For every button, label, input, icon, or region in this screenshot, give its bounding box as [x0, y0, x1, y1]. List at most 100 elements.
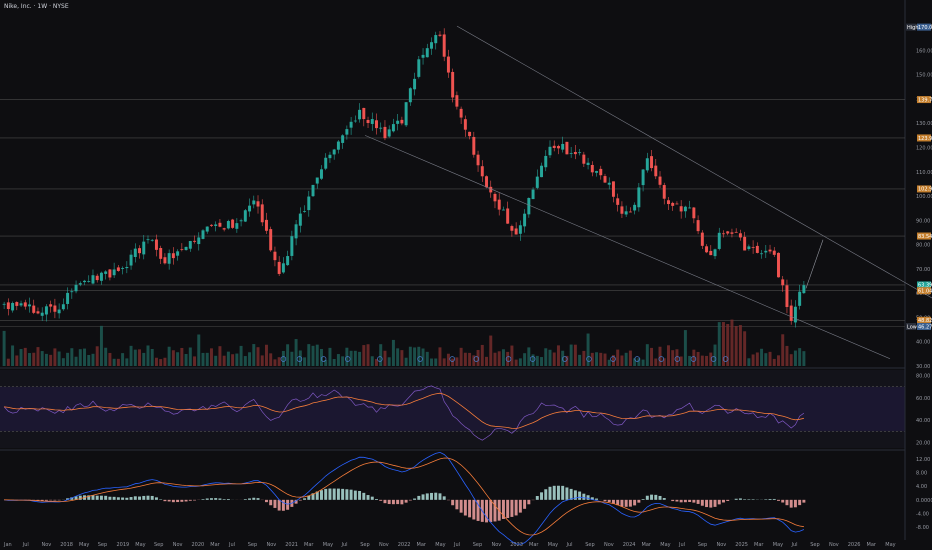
macd-histogram-bar: [463, 499, 467, 516]
volume-bar: [514, 359, 518, 366]
candle-body: [180, 249, 184, 250]
candle-body: [341, 135, 345, 143]
macd-histogram-bar: [362, 492, 366, 500]
macd-histogram-bar: [514, 499, 518, 516]
time-tick-label: Mar: [867, 542, 877, 548]
volume-bar: [569, 344, 573, 366]
candle-body: [637, 187, 641, 208]
macd-histogram-bar: [777, 499, 780, 501]
volume-bar: [590, 352, 594, 366]
candle-body: [590, 164, 594, 173]
macd-tick-label: -4.00: [916, 512, 929, 518]
macd-histogram-bar: [603, 499, 607, 502]
volume-bar: [349, 350, 353, 366]
earnings-marker: [658, 356, 665, 362]
macd-histogram-bar: [226, 499, 230, 500]
macd-histogram-bar: [459, 499, 463, 513]
macd-histogram-bar: [336, 488, 340, 500]
candle-body: [159, 247, 163, 259]
candle-body: [603, 176, 607, 183]
volume-bar: [336, 354, 340, 366]
volume-bar: [70, 348, 74, 366]
macd-histogram-bar: [248, 498, 252, 500]
candle-body: [654, 165, 658, 177]
volume-bar: [637, 358, 641, 366]
macd-histogram-bar: [722, 499, 725, 503]
candle-body: [248, 205, 252, 212]
candle-body: [417, 59, 421, 77]
macd-histogram-bar: [214, 498, 218, 500]
volume-bar: [341, 356, 345, 366]
signal-line: [4, 457, 804, 536]
candle-body: [455, 95, 459, 107]
candle-body: [379, 127, 383, 129]
time-tick-label: Jul: [228, 542, 235, 548]
candle-body: [256, 201, 260, 207]
macd-tick-label: -8.00: [916, 525, 929, 531]
macd-histogram-bar: [793, 499, 797, 508]
time-tick-label: Jul: [341, 542, 348, 548]
candle-body: [231, 219, 235, 228]
time-tick-label: Mar: [754, 542, 764, 548]
volume-bar: [641, 359, 645, 366]
candle-body: [768, 249, 772, 252]
macd-histogram-bar: [654, 494, 658, 500]
macd-histogram-bar: [434, 492, 438, 500]
macd-histogram-bar: [320, 490, 323, 500]
macd-histogram-bar: [510, 499, 514, 517]
macd-histogram-bar: [281, 499, 285, 511]
macd-histogram-bar: [404, 499, 408, 503]
candle-body: [366, 119, 370, 124]
macd-histogram-bar: [116, 497, 120, 500]
candle-body: [468, 131, 472, 137]
macd-histogram-bar: [442, 496, 446, 500]
candle-body: [176, 251, 180, 256]
volume-bar: [15, 355, 19, 366]
macd-histogram-bar: [176, 499, 180, 503]
macd-histogram-bar: [472, 499, 476, 520]
candle-body: [595, 171, 599, 173]
price-label: 83.54: [918, 234, 932, 240]
price-tick-label: 60.00: [916, 291, 930, 297]
candle-body: [78, 283, 82, 285]
macd-histogram-bar: [683, 499, 687, 503]
candle-body: [798, 291, 802, 306]
time-tick-label: Jul: [791, 542, 798, 548]
macd-histogram-bar: [641, 499, 645, 500]
macd-histogram-bar: [391, 499, 395, 505]
macd-histogram-bar: [121, 497, 125, 500]
macd-histogram-bar: [688, 499, 692, 502]
macd-tick-label: 0.0000: [916, 498, 932, 504]
price-tick-label: 70.00: [916, 267, 930, 273]
volume-bar: [510, 345, 514, 366]
price-tick-label: 80.00: [916, 243, 930, 249]
candle-body: [298, 213, 302, 226]
macd-histogram-bar: [108, 496, 112, 500]
candle-body: [425, 48, 429, 58]
macd-histogram-bar: [311, 493, 315, 500]
volume-bar: [6, 358, 10, 366]
macd-histogram-bar: [205, 498, 209, 500]
macd-histogram-bar: [332, 488, 336, 500]
price-label: 61.04: [918, 288, 932, 294]
candle-body: [624, 211, 628, 215]
time-tick-label: Jul: [566, 542, 573, 548]
volume-bar: [11, 345, 15, 366]
time-tick-label: Mar: [642, 542, 652, 548]
rsi-band: [0, 386, 905, 432]
macd-histogram-bar: [400, 499, 404, 505]
candle-body: [311, 184, 315, 197]
volume-bar: [476, 349, 480, 366]
candle-body: [489, 186, 493, 193]
volume-bar: [116, 358, 120, 366]
candle-body: [561, 143, 565, 150]
volume-bar: [226, 351, 230, 366]
candle-body: [252, 200, 256, 205]
volume-bar: [565, 355, 569, 366]
macd-histogram-bar: [705, 499, 709, 508]
macd-histogram-bar: [552, 485, 556, 500]
volume-bar: [793, 350, 797, 366]
macd-histogram-bar: [485, 499, 488, 523]
rsi-ma-line: [4, 392, 804, 430]
